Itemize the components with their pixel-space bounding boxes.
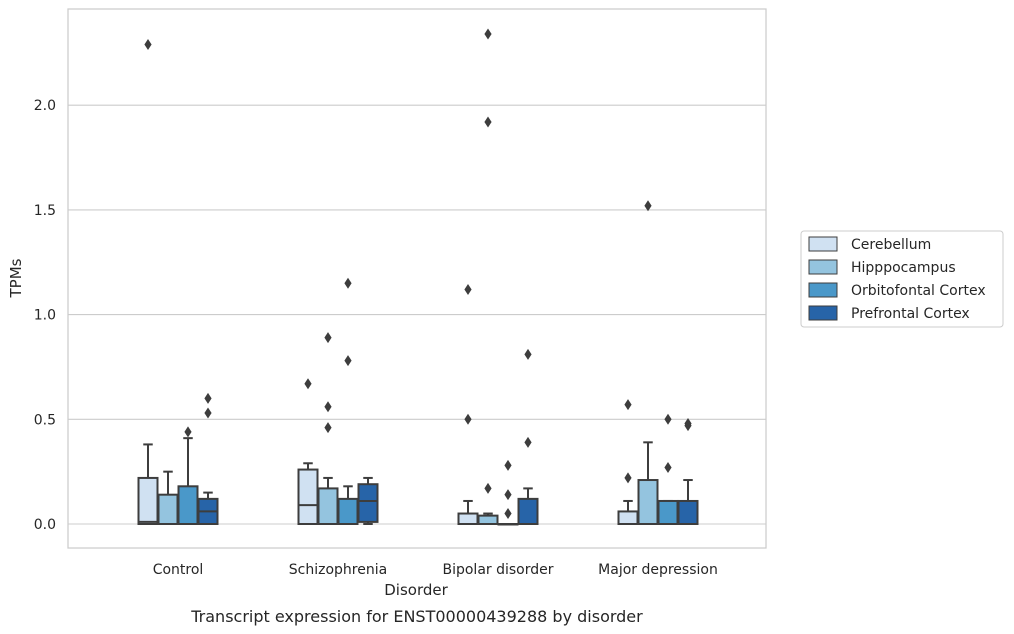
grid-lines: [68, 104, 766, 525]
legend-label: Cerebellum: [851, 237, 931, 253]
outlier-point: [664, 461, 672, 473]
x-axis-ticks: Control Schizophrenia Bipolar disorder Majo…: [153, 562, 718, 578]
box-1-2: [337, 277, 359, 526]
box-body: [517, 497, 539, 526]
outlier-point: [324, 332, 332, 344]
y-tick-label: 1.0: [34, 308, 56, 324]
outlier-point: [324, 401, 332, 413]
outlier-point: [344, 277, 352, 289]
legend-label: Orbitofontal Cortex: [851, 283, 986, 299]
box-2-1: [477, 28, 499, 526]
legend-swatch: [808, 305, 838, 321]
outlier-point: [504, 508, 512, 520]
y-tick-label: 0.5: [34, 412, 56, 428]
outlier-point: [344, 355, 352, 367]
outlier-point: [484, 482, 492, 494]
outlier-point: [624, 472, 632, 484]
x-tick-label: Schizophrenia: [289, 562, 387, 578]
legend-label: Prefrontal Cortex: [851, 306, 970, 322]
legend-frame: [800, 230, 1004, 328]
outlier-point: [484, 28, 492, 40]
box-body: [637, 479, 659, 525]
box-2-0: [457, 283, 479, 526]
box-1-0: [297, 378, 319, 525]
box-0-0: [137, 38, 159, 526]
x-tick-label: Major depression: [598, 562, 718, 578]
box-body: [337, 497, 359, 526]
plot-frame: [67, 8, 767, 549]
legend-swatch: [808, 236, 838, 252]
x-axis-label: Disorder: [384, 581, 448, 599]
outlier-point: [664, 413, 672, 425]
outlier-point: [524, 348, 532, 360]
box-3-0: [617, 399, 639, 526]
legend-swatch: [808, 259, 838, 275]
box-body: [657, 499, 679, 526]
box-0-2: [177, 426, 199, 526]
outlier-point: [464, 413, 472, 425]
box-body: [617, 510, 639, 526]
outlier-point: [484, 116, 492, 128]
y-axis-label: TPMs: [7, 258, 25, 298]
outlier-point: [524, 436, 532, 448]
outlier-point: [204, 392, 212, 404]
outlier-point: [684, 420, 692, 432]
box-body: [477, 514, 499, 526]
box-1-1: [317, 332, 339, 526]
box-body: [297, 468, 319, 525]
box-0-1: [157, 470, 179, 525]
y-axis-ticks: 0.0 0.5 1.0 1.5 2.0: [34, 98, 56, 533]
box-body: [677, 499, 699, 526]
outlier-point: [644, 200, 652, 212]
legend-swatch: [808, 282, 838, 298]
box-1-3: [357, 476, 379, 525]
outlier-point: [304, 378, 312, 390]
box-body: [177, 485, 199, 526]
x-tick-label: Control: [153, 562, 204, 578]
outlier-point: [464, 283, 472, 295]
x-tick-label: Bipolar disorder: [442, 562, 553, 578]
outlier-point: [184, 426, 192, 438]
box-3-3: [677, 417, 699, 526]
legend-label: Hipppocampus: [851, 260, 956, 276]
outlier-point: [204, 407, 212, 419]
box-0-3: [197, 392, 219, 526]
box-3-2: [657, 413, 679, 526]
box-body: [357, 483, 379, 523]
box-plot-marks: [137, 28, 699, 526]
y-tick-label: 0.0: [34, 517, 56, 533]
box-2-3: [517, 348, 539, 526]
box-3-1: [637, 200, 659, 525]
outlier-point: [624, 399, 632, 411]
box-body: [317, 487, 339, 526]
legend: Cerebellum Hipppocampus Orbitofontal Corte…: [800, 230, 1004, 328]
box-body: [457, 512, 479, 526]
outlier-point: [504, 459, 512, 471]
outlier-point: [504, 489, 512, 501]
y-tick-label: 2.0: [34, 98, 56, 114]
box-body: [157, 493, 179, 525]
outlier-point: [324, 422, 332, 434]
outlier-point: [144, 38, 152, 50]
y-tick-label: 1.5: [34, 203, 56, 219]
box-2-2: [497, 459, 519, 526]
box-body: [137, 476, 159, 526]
chart-caption: Transcript expression for ENST0000043928…: [190, 607, 643, 626]
